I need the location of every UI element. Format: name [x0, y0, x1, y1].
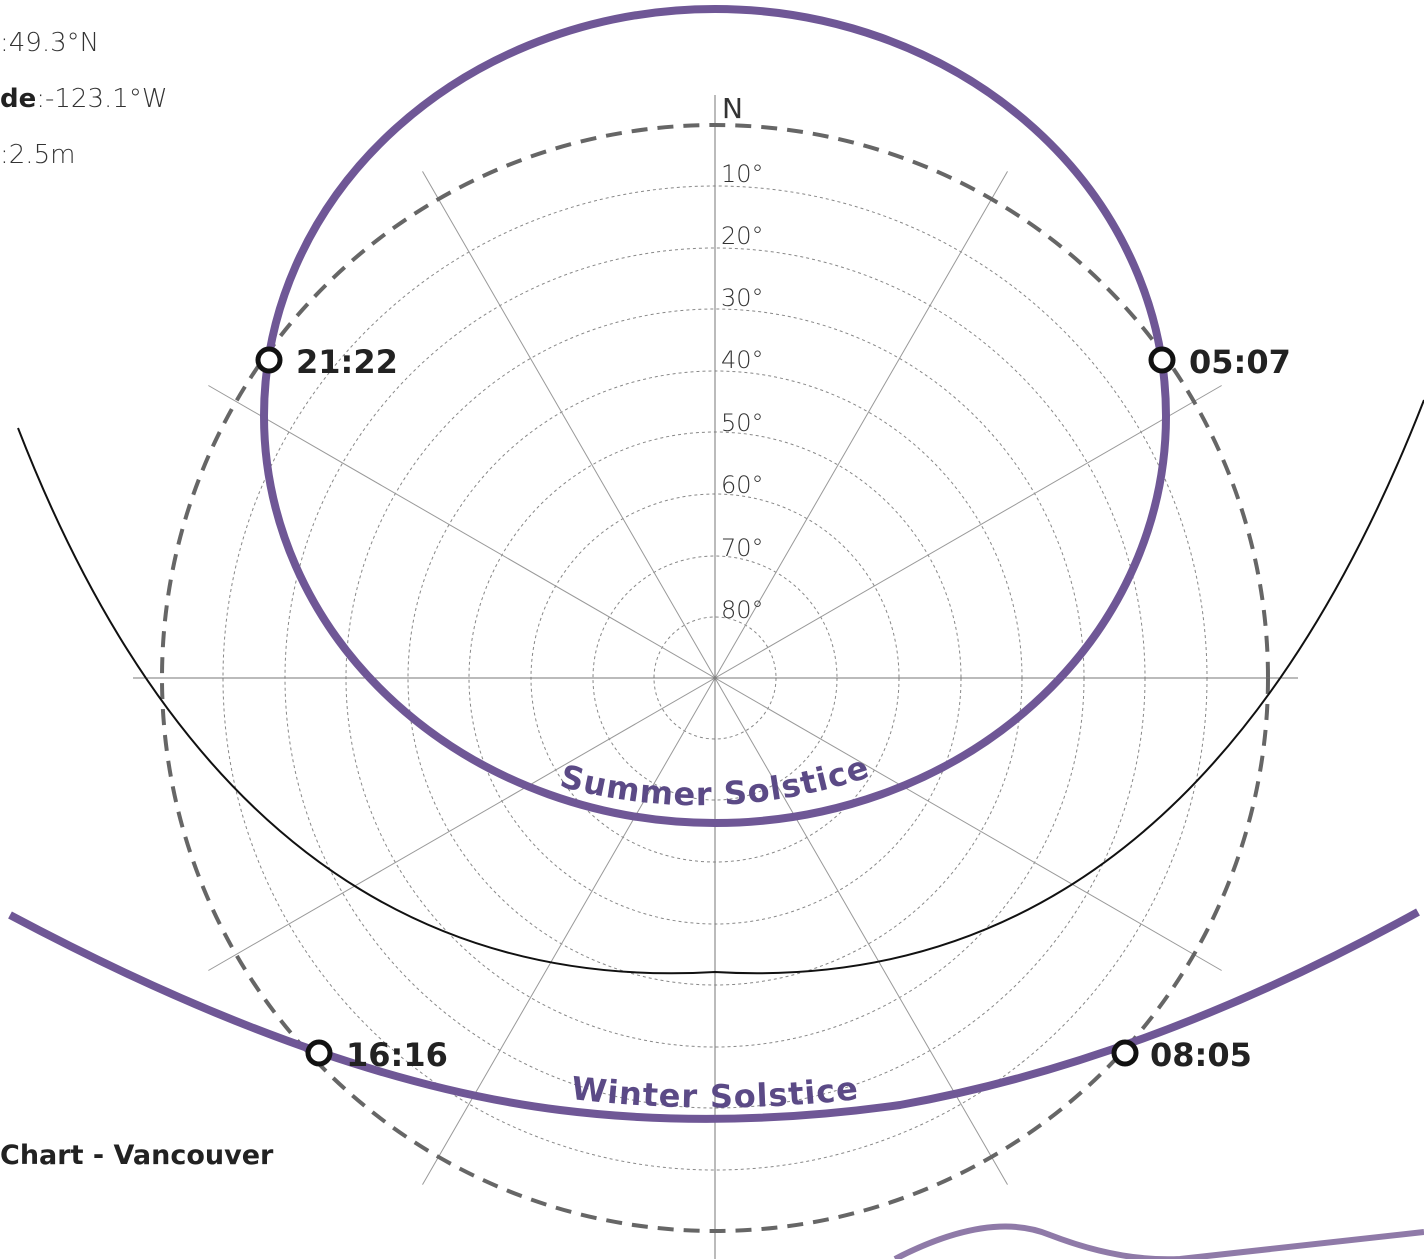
ring-label-40: 40°: [721, 346, 764, 374]
ring-label-70: 70°: [721, 534, 764, 562]
summer-sunset-time: 21:22: [296, 343, 398, 381]
ring-label-30: 30°: [721, 284, 764, 312]
ring-label-60: 60°: [721, 471, 764, 499]
equinox-path: [17, 399, 1424, 975]
altitude-labels: 10° 20° 30° 40° 50° 60° 70° 80°: [721, 160, 764, 624]
winter-sunrise-time: 08:05: [1150, 1036, 1252, 1074]
summer-sunrise-marker: 05:07: [1148, 343, 1291, 381]
summer-sunset-dot: [255, 346, 283, 374]
winter-sunrise-dot: [1111, 1039, 1139, 1067]
winter-sunset-time: 16:16: [346, 1036, 448, 1074]
latitude-value: :49.3°N: [0, 28, 100, 58]
summer-sunset-marker: 21:22: [255, 343, 398, 381]
winter-sunset-dot: [305, 1039, 333, 1067]
chart-title: Chart - Vancouver: [0, 1140, 274, 1171]
summer-sunrise-time: 05:07: [1189, 343, 1291, 381]
winter-sunset-marker: 16:16: [305, 1036, 448, 1074]
secondary-path-fragment: [893, 1223, 1424, 1259]
winter-sunrise-marker: 08:05: [1111, 1036, 1252, 1074]
summer-solstice-path: [260, 5, 1170, 827]
summer-sunrise-dot: [1148, 346, 1176, 374]
longitude-value: :-123.1°W: [36, 84, 168, 114]
horizon-circle: [160, 123, 1270, 1233]
ring-label-80: 80°: [721, 596, 764, 624]
height-value: :2.5m: [0, 140, 76, 170]
ring-label-10: 10°: [721, 160, 764, 188]
latitude-info: :49.3°N: [0, 28, 99, 58]
longitude-info: de:-123.1°W: [0, 84, 168, 114]
ring-label-50: 50°: [721, 409, 764, 437]
height-info: :2.5m: [0, 140, 75, 170]
longitude-label: de: [0, 84, 37, 114]
ring-label-20: 20°: [721, 222, 764, 250]
north-label: N: [722, 92, 743, 125]
winter-solstice-path: [8, 908, 1420, 1123]
